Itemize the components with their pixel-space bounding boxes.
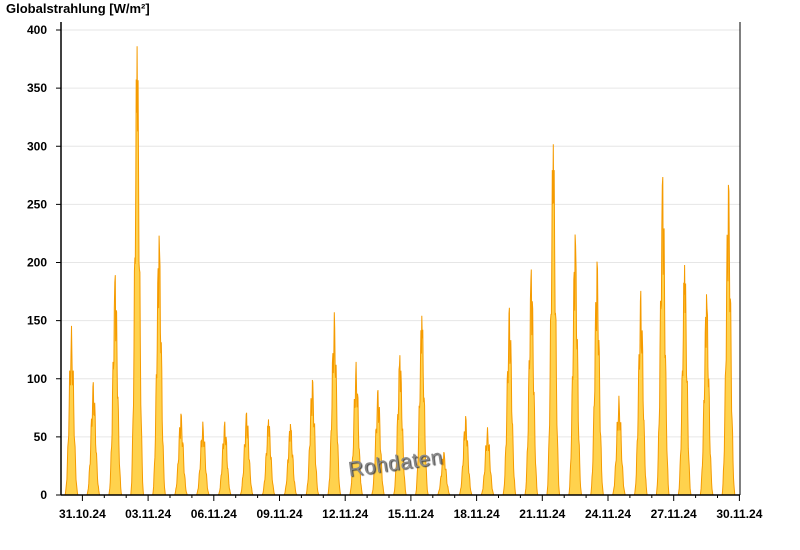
x-tick-label: 06.11.24 (191, 507, 237, 521)
y-tick-label: 200 (27, 256, 47, 270)
day-curve-06.11.24 (216, 421, 233, 496)
y-tick-label: 350 (27, 81, 47, 95)
x-tick-label: 31.10.24 (59, 507, 106, 521)
day-curve-18.11.24 (479, 427, 496, 496)
day-curve-11.11.24 (326, 312, 343, 496)
day-curve-25.11.24 (632, 290, 650, 496)
x-tick-label: 27.11.24 (651, 507, 697, 521)
day-curve-30.10.24 (63, 325, 80, 496)
day-curve-08.11.24 (260, 419, 277, 496)
day-curve-03.11.24 (150, 235, 168, 496)
x-tick-label: 18.11.24 (454, 507, 500, 521)
x-tick-label: 09.11.24 (256, 507, 302, 521)
y-tick-label: 150 (27, 314, 47, 328)
x-tick-label: 24.11.24 (585, 507, 631, 521)
x-tick-label: 12.11.24 (322, 507, 368, 521)
x-tick-label: 03.11.24 (125, 507, 171, 521)
day-curve-19.11.24 (501, 307, 518, 496)
y-axis-title: Globalstrahlung [W/m²] (6, 1, 150, 16)
day-curve-20.11.24 (523, 269, 540, 496)
day-curve-26.11.24 (654, 176, 671, 496)
y-tick-label: 50 (34, 430, 48, 444)
day-curve-24.11.24 (610, 395, 628, 496)
day-curve-28.11.24 (698, 294, 715, 496)
day-curve-31.10.24 (85, 382, 102, 496)
day-curve-23.11.24 (588, 261, 606, 496)
day-curve-22.11.24 (566, 234, 584, 496)
day-curve-07.11.24 (238, 412, 255, 496)
y-tick-label: 400 (27, 23, 47, 37)
day-curve-01.11.24 (107, 275, 124, 496)
day-curve-09.11.24 (282, 423, 299, 496)
y-tick-label: 300 (27, 139, 47, 153)
x-tick-label: 30.11.24 (716, 507, 762, 521)
day-curve-12.11.24 (347, 361, 365, 496)
day-curve-27.11.24 (676, 264, 693, 496)
day-curve-21.11.24 (545, 144, 562, 496)
day-curve-15.11.24 (413, 315, 431, 496)
day-curve-10.11.24 (304, 379, 321, 496)
y-tick-label: 250 (27, 197, 47, 211)
day-curve-05.11.24 (194, 421, 212, 496)
x-tick-label: 15.11.24 (388, 507, 434, 521)
day-curve-17.11.24 (457, 416, 474, 496)
day-curve-04.11.24 (172, 413, 190, 496)
day-curve-02.11.24 (128, 46, 146, 496)
x-tick-label: 21.11.24 (519, 507, 565, 521)
day-curve-29.11.24 (720, 184, 737, 496)
y-tick-label: 100 (27, 372, 47, 386)
y-tick-label: 0 (40, 488, 47, 502)
